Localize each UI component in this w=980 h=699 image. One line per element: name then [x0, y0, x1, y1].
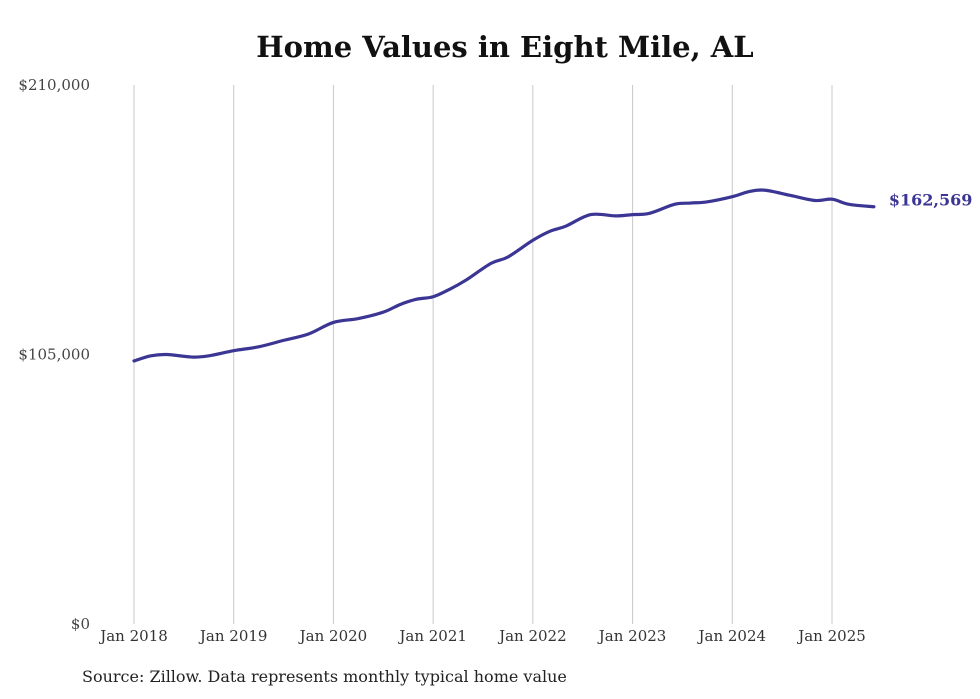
y-axis-ticks: $0 $105,000 $210,000 — [18, 76, 90, 633]
chart-title: Home Values in Eight Mile, AL — [256, 30, 754, 64]
x-tick-label: Jan 2020 — [298, 627, 368, 645]
source-note: Source: Zillow. Data represents monthly … — [82, 667, 567, 686]
x-tick-label: Jan 2024 — [697, 627, 767, 645]
x-tick-label: Jan 2021 — [397, 627, 467, 645]
x-axis-ticks: Jan 2018 Jan 2019 Jan 2020 Jan 2021 Jan 2022… — [98, 627, 866, 645]
x-tick-label: Jan 2019 — [198, 627, 268, 645]
x-tick-label: Jan 2023 — [597, 627, 667, 645]
series-line-home-value — [132, 188, 876, 363]
y-tick-label: $210,000 — [18, 76, 90, 94]
x-tick-label: Jan 2022 — [497, 627, 567, 645]
y-tick-label: $105,000 — [18, 346, 90, 364]
y-tick-label: $0 — [71, 615, 90, 633]
end-value-label: $162,569 — [889, 191, 973, 210]
series-layer: $162,569 — [132, 188, 973, 363]
x-tick-label: Jan 2025 — [796, 627, 866, 645]
x-tick-label: Jan 2018 — [98, 627, 168, 645]
gridlines — [133, 85, 833, 624]
